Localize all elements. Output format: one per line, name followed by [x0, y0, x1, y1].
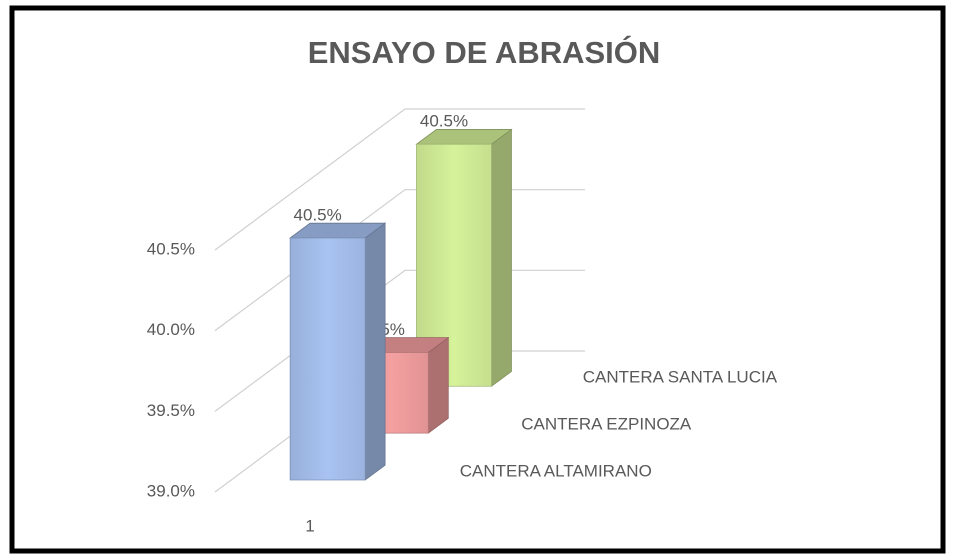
y-tick-label: 39.0% — [147, 481, 195, 500]
y-tick-label: 40.0% — [147, 320, 195, 339]
bar — [289, 237, 366, 481]
grid-line — [214, 269, 585, 412]
grid-line — [214, 189, 585, 332]
bar-side — [364, 222, 386, 481]
y-tick-label: 40.5% — [147, 239, 195, 258]
chart-title: ENSAYO DE ABRASIÓN — [308, 34, 661, 70]
bar-side — [491, 128, 512, 388]
bar-side — [427, 336, 449, 434]
data-label: 40.5% — [420, 112, 468, 131]
series-label: CANTERA SANTA LUCIA — [583, 368, 778, 387]
grid-line — [214, 108, 585, 251]
x-tick-label: 1 — [305, 516, 314, 535]
y-tick-label: 39.5% — [147, 401, 195, 420]
series-label: CANTERA EZPINOZA — [521, 415, 692, 434]
bar — [416, 143, 492, 387]
series-label: CANTERA ALTAMIRANO — [460, 461, 652, 480]
data-label: 40.5% — [294, 205, 342, 224]
